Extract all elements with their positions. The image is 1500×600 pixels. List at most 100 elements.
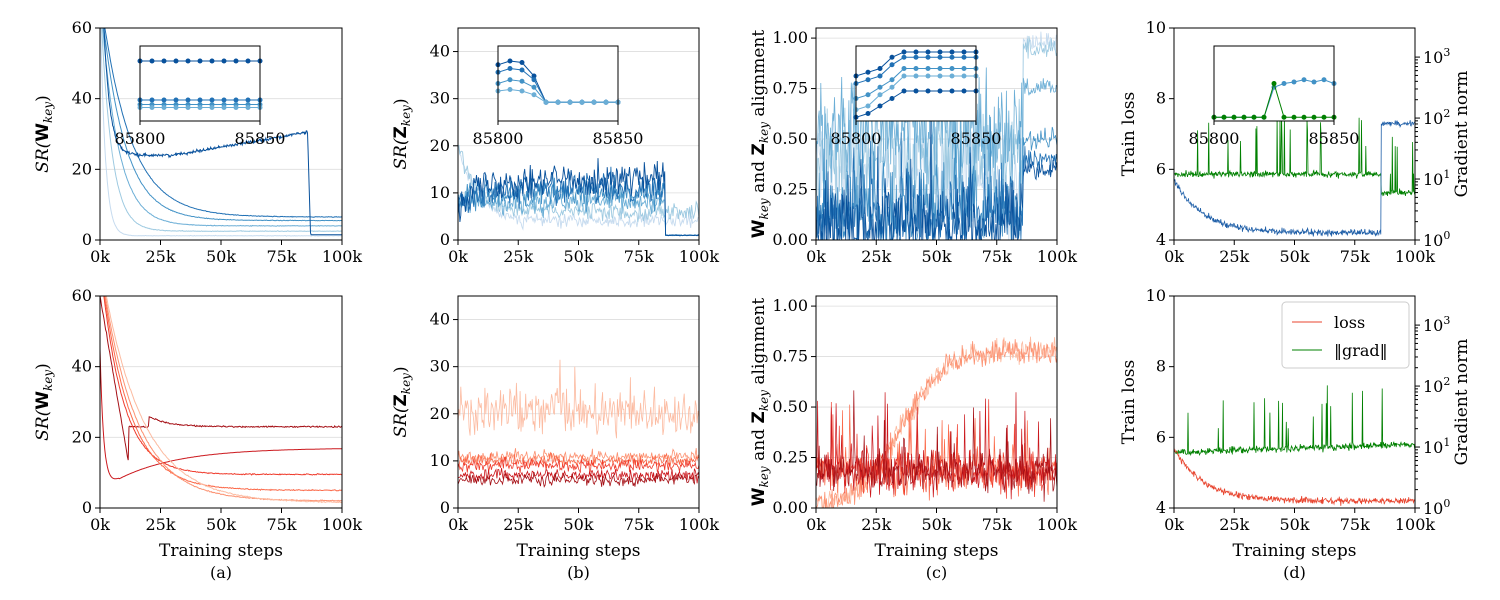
series-line bbox=[104, 296, 342, 502]
inset-point bbox=[209, 105, 215, 110]
y-tick-label: 0.25 bbox=[772, 180, 808, 199]
inset-point bbox=[519, 88, 525, 94]
x-tick-label: 0k bbox=[448, 515, 468, 534]
inset-point bbox=[591, 99, 597, 105]
inset-point bbox=[543, 99, 549, 105]
inset-point bbox=[555, 99, 561, 105]
series-line bbox=[458, 467, 699, 484]
inset-point bbox=[233, 58, 239, 64]
y-tick-label: 0.50 bbox=[772, 397, 808, 416]
inset-point bbox=[531, 84, 537, 90]
legend-loss-label: loss bbox=[1334, 313, 1365, 332]
x-tick-label: 0k bbox=[1164, 515, 1184, 534]
inset-point bbox=[913, 73, 919, 79]
x-tick-label: 100k bbox=[1037, 247, 1078, 266]
x-tick-label: 25k bbox=[145, 515, 175, 534]
y-axis-label: SR(Wkey) bbox=[33, 363, 55, 441]
y-tick-label: 10 bbox=[1146, 286, 1166, 305]
inset-tick-label: 85850 bbox=[235, 129, 286, 148]
series-line bbox=[100, 28, 342, 237]
y-axis-label: SR(Wkey) bbox=[33, 95, 55, 173]
y-tick-label: 8 bbox=[1156, 89, 1166, 108]
x-tick-label: 25k bbox=[1219, 247, 1249, 266]
inset-point bbox=[925, 88, 931, 94]
x-tick-label: 50k bbox=[563, 515, 593, 534]
inset-point bbox=[197, 97, 203, 103]
inset-point bbox=[925, 66, 931, 71]
axes-frame bbox=[99, 295, 343, 509]
y-tick-label: 0.00 bbox=[772, 498, 808, 517]
panel-c-bot: 0k 25k 50k 75k 100k 0.00 0.25 0.50 0.75 1.00Wkey … bbox=[749, 295, 1077, 582]
caption: (c) bbox=[926, 563, 947, 582]
x-tick-label: 100k bbox=[1395, 515, 1436, 534]
panel-c-top: 0k 25k 50k 75k 100k 0.00 0.25 0.50 0.75 1.00Wkey … bbox=[749, 27, 1078, 266]
y-tick-label: 4 bbox=[1156, 230, 1166, 249]
y-tick-label: 6 bbox=[1156, 159, 1166, 178]
inset-point bbox=[531, 77, 537, 83]
legend: loss ‖grad‖ bbox=[1281, 301, 1410, 369]
x-tick-label: 75k bbox=[982, 515, 1012, 534]
x-tick-label: 0k bbox=[1164, 247, 1184, 266]
inset-point bbox=[961, 73, 967, 79]
y-tick-label: 0 bbox=[82, 498, 92, 517]
x-tick-label: 75k bbox=[266, 247, 296, 266]
panel-b-bot: 0k 25k 50k 75k 100k 0 10 20 30 40 SR(Zkey) Training… bbox=[391, 295, 720, 582]
x-tick-label: 0k bbox=[806, 515, 826, 534]
panel-d-bot: 0k 25k 50k 75k 100k 4 6 8 10 100 101 102 103Gradient… bbox=[1119, 286, 1472, 582]
series-group bbox=[1174, 385, 1415, 506]
inset-tick-label: 85800 bbox=[831, 129, 882, 148]
inset-point bbox=[865, 77, 871, 83]
inset-point bbox=[949, 49, 955, 55]
series-line bbox=[458, 359, 699, 439]
inset-point bbox=[889, 77, 895, 83]
y-tick-label: 0.00 bbox=[772, 230, 808, 249]
x-tick-label: 75k bbox=[1340, 515, 1370, 534]
y-tick-label: 60 bbox=[72, 18, 92, 37]
y-tick-label: 20 bbox=[430, 136, 450, 155]
y-tick-label: 8 bbox=[1156, 357, 1166, 376]
inset-point bbox=[865, 103, 871, 109]
series-line bbox=[104, 296, 342, 492]
inset-point bbox=[149, 58, 155, 64]
inset-point bbox=[221, 97, 227, 103]
y-axis-label: Train loss bbox=[1119, 360, 1139, 445]
y-tick-label: 0.25 bbox=[772, 448, 808, 467]
inset-point bbox=[173, 97, 179, 103]
x-tick-label: 0k bbox=[448, 247, 468, 266]
inset-point bbox=[507, 87, 513, 92]
inset-point bbox=[519, 60, 525, 65]
y-tick-label: 4 bbox=[1156, 498, 1166, 517]
x-tick-label: 75k bbox=[266, 515, 296, 534]
inset-grad-point bbox=[1251, 114, 1257, 120]
inset-point bbox=[209, 58, 215, 64]
series-line bbox=[102, 28, 342, 227]
inset-point bbox=[937, 54, 943, 60]
x-tick-label: 50k bbox=[206, 247, 236, 266]
y-tick-label: 0.75 bbox=[772, 347, 808, 366]
inset-point bbox=[937, 73, 943, 79]
inset-point bbox=[949, 66, 955, 71]
y-right-tick-label: 103 bbox=[1423, 314, 1450, 335]
inset-point bbox=[961, 49, 967, 55]
x-tick-label: 100k bbox=[322, 247, 363, 266]
x-tick-label: 50k bbox=[563, 247, 593, 266]
y-tick-label: 20 bbox=[72, 159, 92, 178]
y-right-axis-label: Gradient norm bbox=[1452, 339, 1472, 466]
series-line bbox=[816, 390, 1057, 502]
inset-grad-point bbox=[1311, 114, 1317, 120]
inset-point bbox=[877, 84, 883, 90]
inset-tick-label: 85850 bbox=[593, 129, 644, 148]
inset-point bbox=[901, 66, 907, 71]
inset-point bbox=[925, 49, 931, 55]
series-line bbox=[458, 158, 699, 237]
inset-a-top: 85800 85850 bbox=[115, 45, 286, 148]
y-tick-label: 0.50 bbox=[772, 129, 808, 148]
inset-frame bbox=[497, 45, 619, 122]
inset-point bbox=[519, 78, 525, 84]
inset-point bbox=[161, 58, 167, 64]
x-tick-label: 100k bbox=[679, 515, 720, 534]
inset-point bbox=[161, 105, 167, 110]
series-line bbox=[458, 456, 699, 474]
inset-point bbox=[185, 58, 191, 64]
